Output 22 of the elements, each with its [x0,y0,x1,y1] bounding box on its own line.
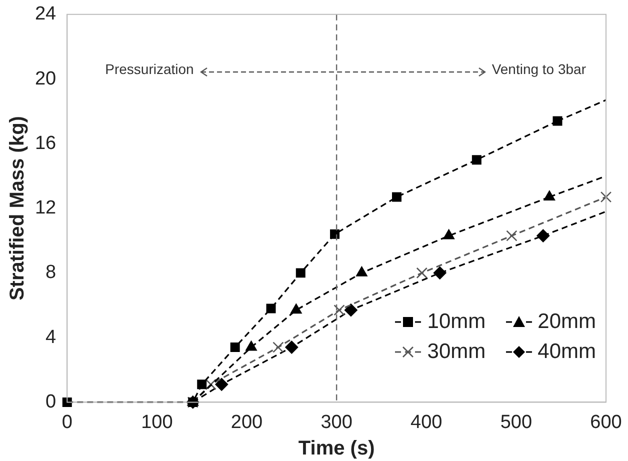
y-axis-title: Stratified Mass (kg) [6,116,29,301]
x-tick-label: 100 [141,412,173,433]
legend-label: 30mm [427,340,486,364]
x-axis-title: Time (s) [298,438,375,460]
y-tick-label: 4 [46,326,57,348]
annotation: Venting to 3bar [492,61,586,78]
y-tick-label: 0 [46,391,56,412]
y-tick-label: 12 [34,198,56,219]
x-tick-label: 400 [410,412,442,433]
annotation: Pressurization [105,61,194,78]
x-tick-label: 300 [320,412,352,433]
legend-label: 40mm [538,340,596,364]
legend-label: 20mm [538,310,596,334]
y-tick-label: 16 [34,132,56,154]
y-tick-label: 20 [34,68,56,90]
x-tick-label: 500 [500,412,532,433]
x-tick-label: 200 [230,412,263,433]
y-tick-label: 24 [34,4,57,25]
x-tick-label: 0 [62,412,72,433]
x-tick-label: 600 [590,412,622,433]
legend-label: 10mm [427,310,486,334]
y-tick-label: 8 [46,262,56,284]
